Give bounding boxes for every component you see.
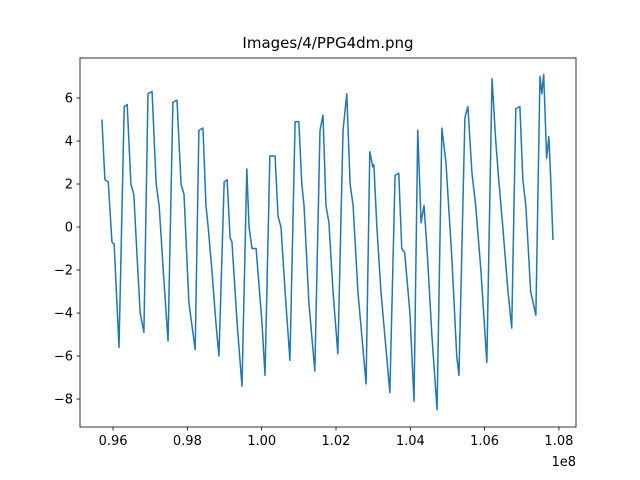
x-tick-label: 1.04 bbox=[396, 434, 425, 449]
y-tick-label: −4 bbox=[54, 307, 73, 322]
y-tick-label: 0 bbox=[65, 221, 73, 236]
y-tick-label: 6 bbox=[65, 91, 73, 106]
x-tick-label: 1.08 bbox=[544, 434, 573, 449]
x-tick-label: 1.06 bbox=[470, 434, 499, 449]
chart-title: Images/4/PPG4dm.png bbox=[242, 34, 413, 52]
x-offset-label: 1e8 bbox=[551, 455, 576, 470]
y-tick-label: 2 bbox=[65, 178, 73, 193]
x-tick-label: 1.00 bbox=[247, 434, 276, 449]
y-tick-label: −6 bbox=[54, 350, 73, 365]
y-tick-label: −2 bbox=[54, 264, 73, 279]
y-tick-label: −8 bbox=[54, 393, 73, 408]
data-line bbox=[101, 73, 554, 411]
x-tick-label: 0.96 bbox=[99, 434, 128, 449]
y-tick-label: 4 bbox=[65, 135, 73, 150]
x-tick-label: 1.02 bbox=[322, 434, 351, 449]
plot-frame bbox=[79, 57, 577, 428]
x-tick-label: 0.98 bbox=[173, 434, 202, 449]
